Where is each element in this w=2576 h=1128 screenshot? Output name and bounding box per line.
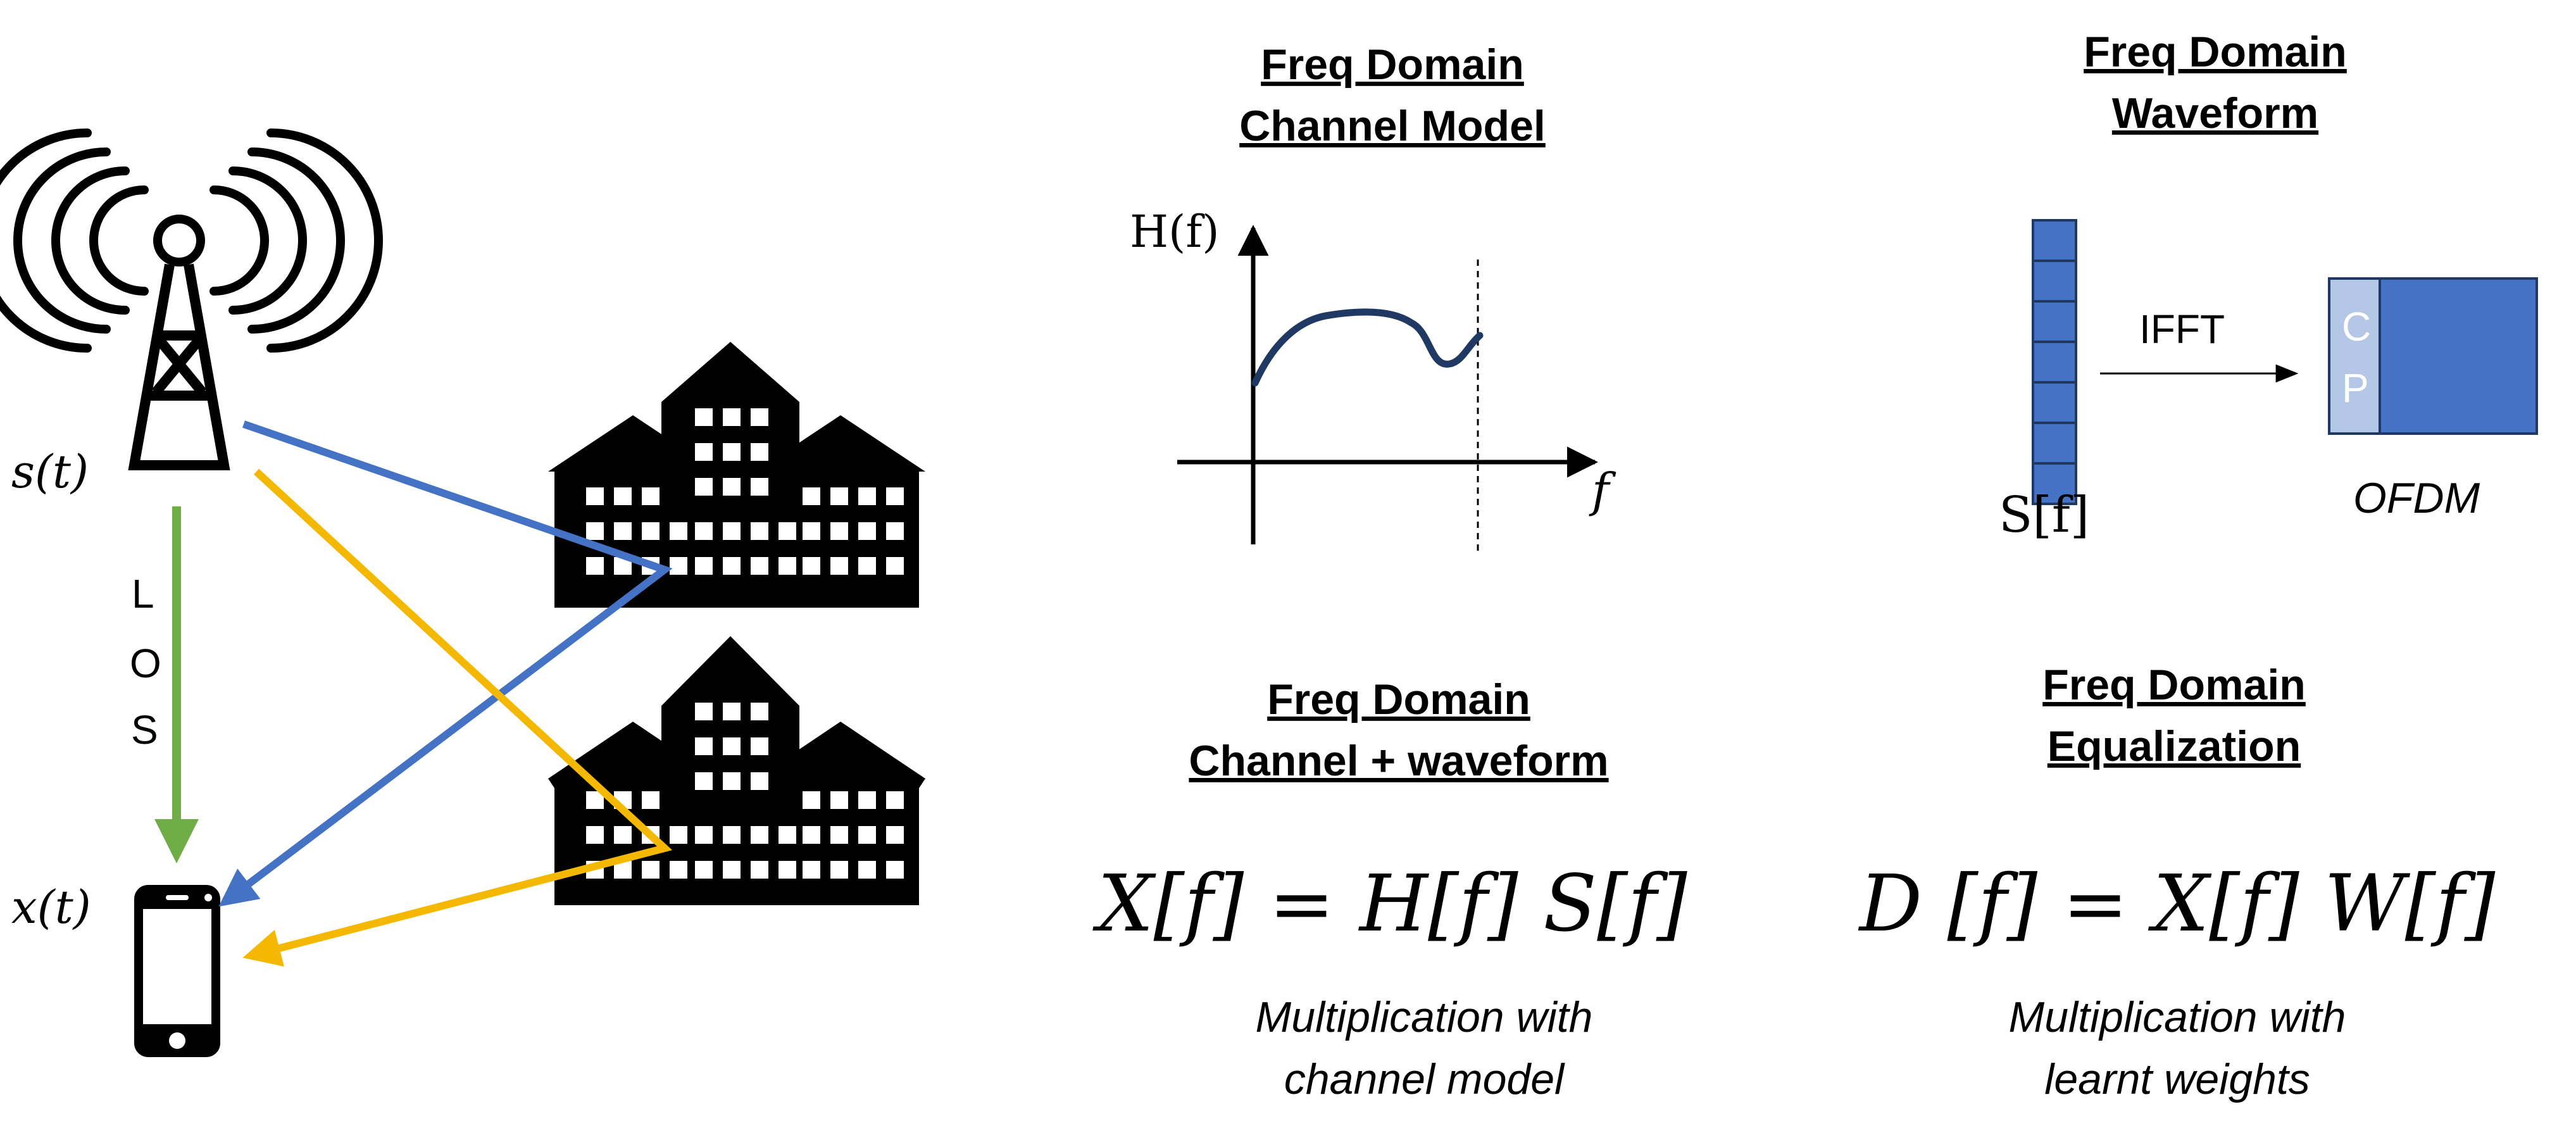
channel-x-axis-label: f xyxy=(1589,463,1616,518)
channel-waveform-heading-line1: Freq Domain xyxy=(1267,675,1530,724)
tx-signal-label: s(t) xyxy=(11,445,89,498)
channel-model-heading-line1: Freq Domain xyxy=(1261,41,1524,89)
building-icon xyxy=(548,342,925,905)
equalization-heading-line1: Freq Domain xyxy=(2042,661,2306,709)
channel-response-plot xyxy=(1177,225,1598,551)
los-letter-l: L xyxy=(132,571,154,617)
equalization-equation: D [f] = X[f] W[f] xyxy=(1858,858,2496,949)
los-letter-o: O xyxy=(130,641,161,686)
ofdm-symbol xyxy=(2328,277,2538,435)
channel-response-curve xyxy=(1251,308,1484,387)
channel-waveform-caption-line2: channel model xyxy=(1284,1055,1565,1103)
symbol-label: S[f] xyxy=(1999,487,2089,544)
equalization-heading-line2: Equalization xyxy=(2048,722,2301,770)
equalization-caption-line1: Multiplication with xyxy=(2009,993,2346,1041)
channel-waveform-equation: X[f] = H[f] S[f] xyxy=(1092,858,1687,949)
cell-tower-icon xyxy=(0,128,383,470)
cp-letter-p: P xyxy=(2342,365,2369,411)
building-windows xyxy=(586,408,904,879)
rx-signal-label: x(t) xyxy=(11,880,91,934)
blue-multipath-ray xyxy=(218,420,673,907)
channel-waveform-heading-line2: Channel + waveform xyxy=(1189,737,1608,785)
smartphone-icon xyxy=(134,885,220,1057)
cyclic-prefix-block xyxy=(2328,277,2381,435)
ifft-label: IFFT xyxy=(2139,306,2225,352)
los-letter-s: S xyxy=(131,707,158,753)
waveform-heading-line2: Waveform xyxy=(2112,89,2318,137)
frequency-symbol-stack xyxy=(2032,219,2077,505)
waveform-heading-line1: Freq Domain xyxy=(2084,28,2347,76)
channel-y-axis-label: H(f) xyxy=(1130,206,1220,258)
ofdm-body-block xyxy=(2379,277,2538,435)
cp-letter-c: C xyxy=(2342,304,2371,349)
equalization-caption-line2: learnt weights xyxy=(2044,1055,2310,1103)
ofdm-label: OFDM xyxy=(2353,474,2480,522)
channel-waveform-caption-line1: Multiplication with xyxy=(1256,993,1593,1041)
yellow-multipath-ray xyxy=(242,468,673,967)
channel-model-heading-line2: Channel Model xyxy=(1239,102,1546,150)
